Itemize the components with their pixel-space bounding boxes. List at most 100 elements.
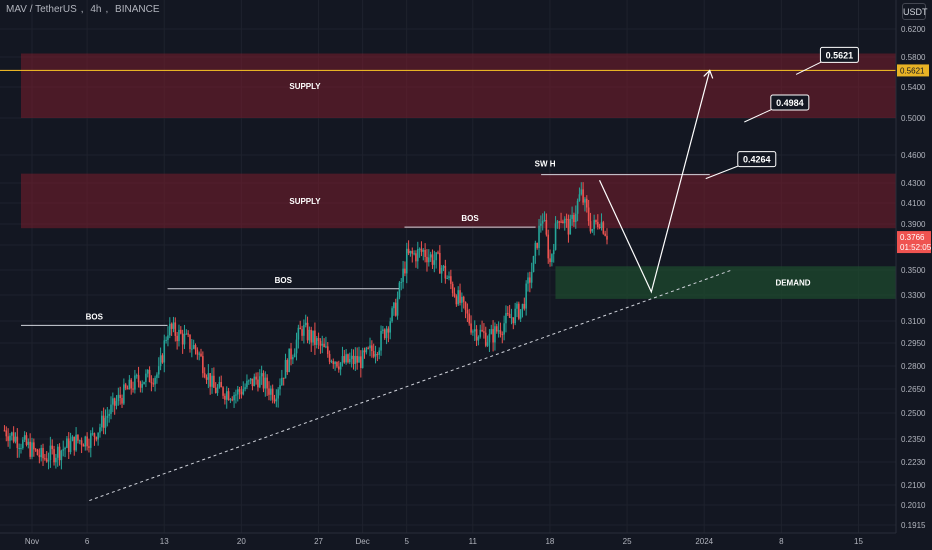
candle-body <box>157 366 160 375</box>
interval[interactable]: 4h <box>90 4 102 15</box>
candle-body <box>112 398 114 405</box>
candle-body <box>499 330 502 335</box>
supply-zone <box>20 173 897 229</box>
candle-body <box>415 253 417 262</box>
candle-body <box>593 220 595 229</box>
candle-body <box>466 310 469 314</box>
candle-body <box>376 354 379 356</box>
y-tick-label: 0.3300 <box>901 291 926 300</box>
candle-body <box>547 234 550 259</box>
candle-body <box>281 377 283 386</box>
x-tick-label: 20 <box>237 537 246 546</box>
candle-body <box>141 384 144 388</box>
candle-body <box>297 327 300 340</box>
candle-body <box>439 252 441 274</box>
candle-body <box>205 377 208 380</box>
candle-body <box>330 361 333 363</box>
candle-body <box>490 329 493 334</box>
candle-body <box>450 276 452 284</box>
candle-body <box>420 248 423 252</box>
price-callout-box <box>770 94 810 111</box>
candle-body <box>365 347 368 353</box>
candle-body <box>207 373 210 380</box>
candle-body <box>328 354 331 362</box>
candle-body <box>58 446 61 461</box>
x-tick-label: 25 <box>623 537 632 546</box>
candle-body <box>295 339 298 354</box>
candle-body <box>411 250 414 254</box>
candle-body <box>273 399 276 402</box>
zones-layer: SUPPLY SUPPLY DEMAND <box>20 53 897 299</box>
candle-body <box>391 308 393 322</box>
candle-body <box>347 354 349 363</box>
candle-body <box>91 433 94 435</box>
candle-body <box>314 330 316 345</box>
y-tick-label: 0.2010 <box>901 501 926 510</box>
symbol-name[interactable]: MAV / TetherUS <box>6 4 77 15</box>
candle-body <box>606 235 608 240</box>
y-tick-label: 0.3900 <box>901 220 926 229</box>
candle-body <box>176 335 178 342</box>
candle-body <box>266 377 268 389</box>
candle-body <box>554 223 557 250</box>
candle-body <box>345 354 347 363</box>
candle-body <box>270 388 272 395</box>
candle-body <box>134 375 136 390</box>
annotations-layer: BOS BOS BOS SW H 0.4264 0.4984 0.5621 <box>0 46 896 502</box>
price-callout-box <box>737 151 777 168</box>
candle-body <box>251 378 254 387</box>
y-tick-label: 0.5400 <box>901 83 926 92</box>
candle-body <box>62 449 65 451</box>
candle-body <box>284 360 287 379</box>
x-tick-label: 5 <box>404 537 409 546</box>
candle-body <box>416 249 419 262</box>
candle-body <box>113 398 116 406</box>
y-tick-label: 0.5800 <box>901 53 926 62</box>
candle-body <box>455 296 458 305</box>
price-callout-box <box>819 46 859 63</box>
candle-body <box>332 361 335 365</box>
candle-body <box>319 340 322 346</box>
candle-body <box>374 354 377 357</box>
candle-body <box>218 382 221 388</box>
candle-body <box>433 260 436 265</box>
x-tick-label: Nov <box>25 537 39 546</box>
candle-body <box>275 398 278 402</box>
candle-body <box>227 391 230 400</box>
x-axis-panel <box>0 533 896 550</box>
candle-body <box>101 415 103 428</box>
candle-body <box>598 226 601 228</box>
candle-body <box>253 376 256 387</box>
trendline <box>89 269 732 502</box>
candle-body <box>16 436 19 449</box>
candle-body <box>484 332 487 346</box>
chart-header: MAV / TetherUS, 4h, BINANCE <box>6 4 160 15</box>
candle-body <box>510 317 513 319</box>
candle-body <box>293 353 296 358</box>
candle-body <box>104 417 107 428</box>
candle-body <box>563 218 566 224</box>
candle-body <box>9 435 11 441</box>
candle-body <box>380 330 382 351</box>
candle-body <box>117 394 120 402</box>
candle-body <box>418 248 421 250</box>
candle-body <box>486 342 489 346</box>
candle-body <box>262 373 265 389</box>
candle-body <box>200 353 202 357</box>
candle-body <box>358 356 360 363</box>
candle-body <box>14 436 17 442</box>
candle-body <box>597 221 599 227</box>
candle-body <box>163 340 166 363</box>
x-tick-label: 18 <box>545 537 554 546</box>
candle-body <box>148 369 151 383</box>
y-tick-label: 0.6200 <box>901 25 926 34</box>
currency-button[interactable]: USDT <box>902 3 928 20</box>
candle-body <box>139 382 142 388</box>
candle-body <box>407 248 410 254</box>
candle-body <box>146 369 149 374</box>
candle-body <box>292 357 294 360</box>
candle-body <box>180 329 182 334</box>
candle-body <box>549 258 551 263</box>
candle-body <box>527 277 529 284</box>
